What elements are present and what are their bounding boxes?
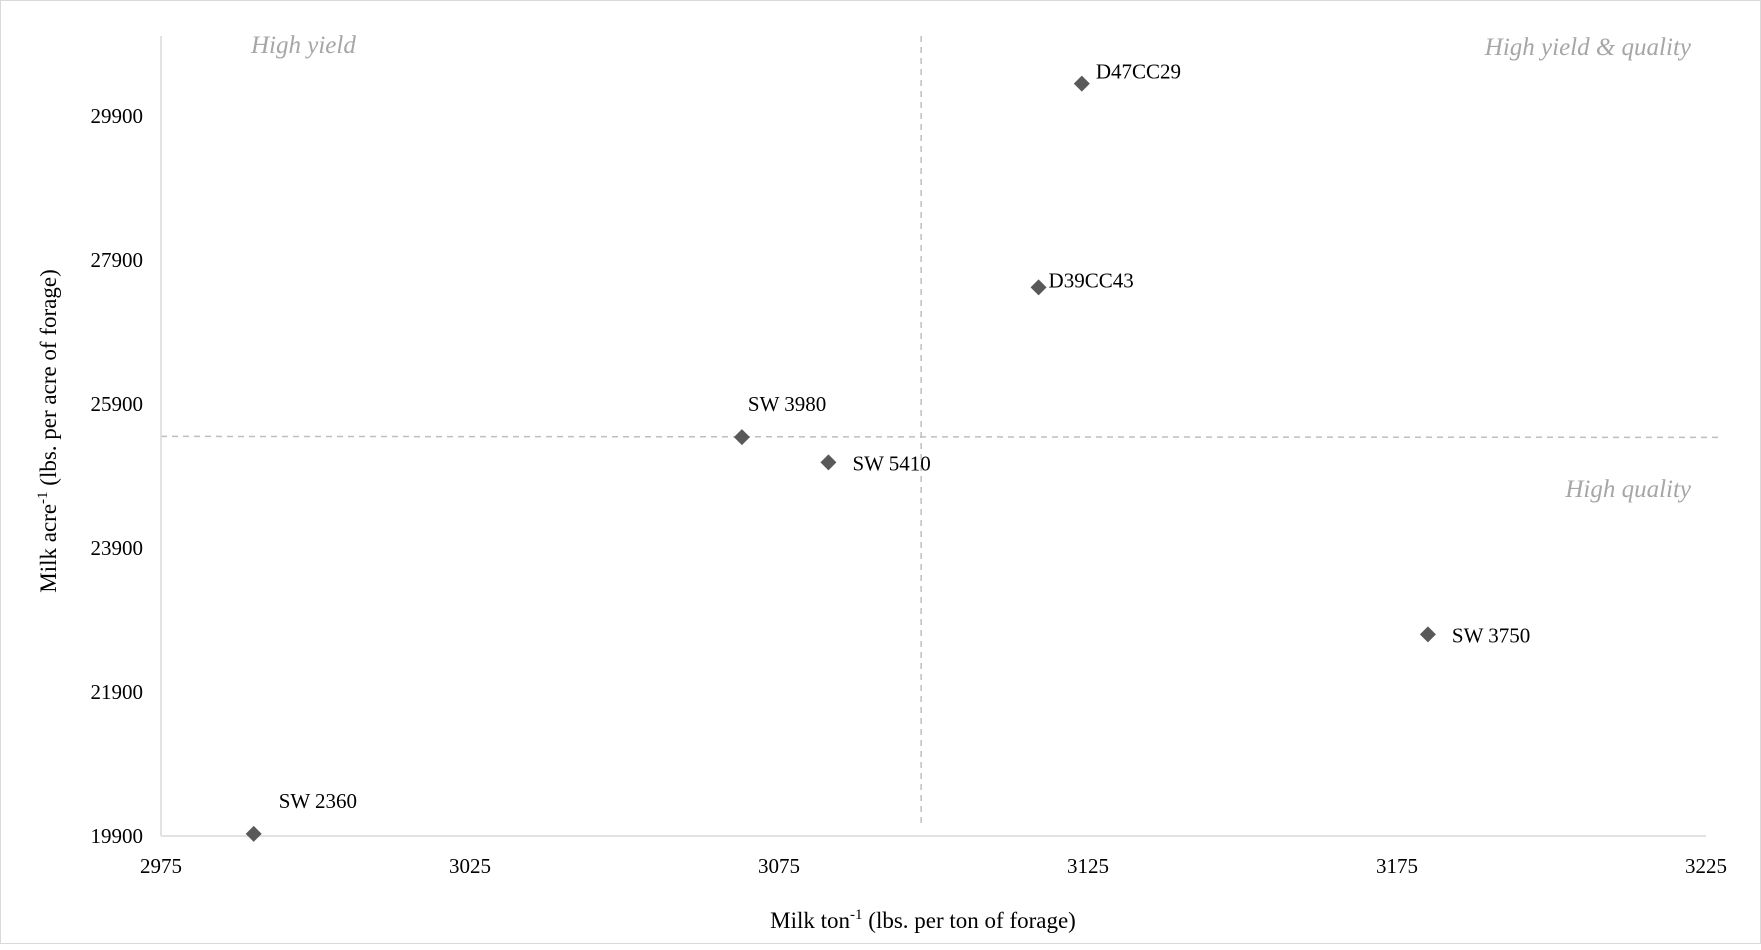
data-points: D47CC29 D39CC43 SW 3980 SW 5410 SW 3750 SW 23… [245, 60, 1530, 842]
y-tick-label: 23900 [91, 536, 144, 560]
x-tick-label: 3225 [1685, 854, 1727, 878]
y-tick-label: 25900 [91, 392, 144, 416]
data-point-marker [1073, 75, 1090, 92]
x-tick-label: 2975 [140, 854, 182, 878]
x-tick-label: 3075 [758, 854, 800, 878]
data-point-marker [733, 429, 750, 446]
quadrant-label-high-yield: High yield [250, 32, 356, 59]
data-point-label: SW 5410 [852, 451, 930, 475]
x-tick-label: 3125 [1067, 854, 1109, 878]
reference-lines [160, 36, 1719, 826]
quadrant-label-high-quality: High quality [1564, 476, 1692, 503]
data-point-label: SW 3980 [748, 392, 826, 416]
axes [160, 36, 1706, 837]
y-tick-label: 21900 [91, 680, 144, 704]
data-point-label: D39CC43 [1049, 268, 1134, 292]
data-point-marker [820, 454, 837, 471]
y-tick-label: 19900 [91, 824, 144, 848]
data-point-label: SW 2360 [279, 789, 357, 813]
x-axis-title: Milk ton-1 (lbs. per ton of forage) [770, 907, 1076, 933]
horizontal-reference-line [160, 435, 1719, 439]
data-point-label: SW 3750 [1452, 623, 1530, 647]
data-point-marker [1030, 279, 1047, 296]
data-point-label: D47CC29 [1096, 60, 1181, 84]
x-tick-label: 3175 [1376, 854, 1418, 878]
x-tick-labels: 2975 3025 3075 3125 3175 3225 [140, 854, 1727, 878]
y-tick-label: 29900 [91, 104, 144, 128]
x-tick-label: 3025 [449, 854, 491, 878]
data-point-marker [245, 825, 262, 842]
quadrant-label-high-yield-quality: High yield & quality [1484, 34, 1692, 61]
data-point-marker [1419, 626, 1436, 643]
y-tick-label: 27900 [91, 248, 144, 272]
y-axis-title: Milk acre-1 (lbs. per acre of forage) [35, 269, 61, 592]
y-tick-labels: 19900 21900 23900 25900 27900 29900 [91, 104, 144, 848]
